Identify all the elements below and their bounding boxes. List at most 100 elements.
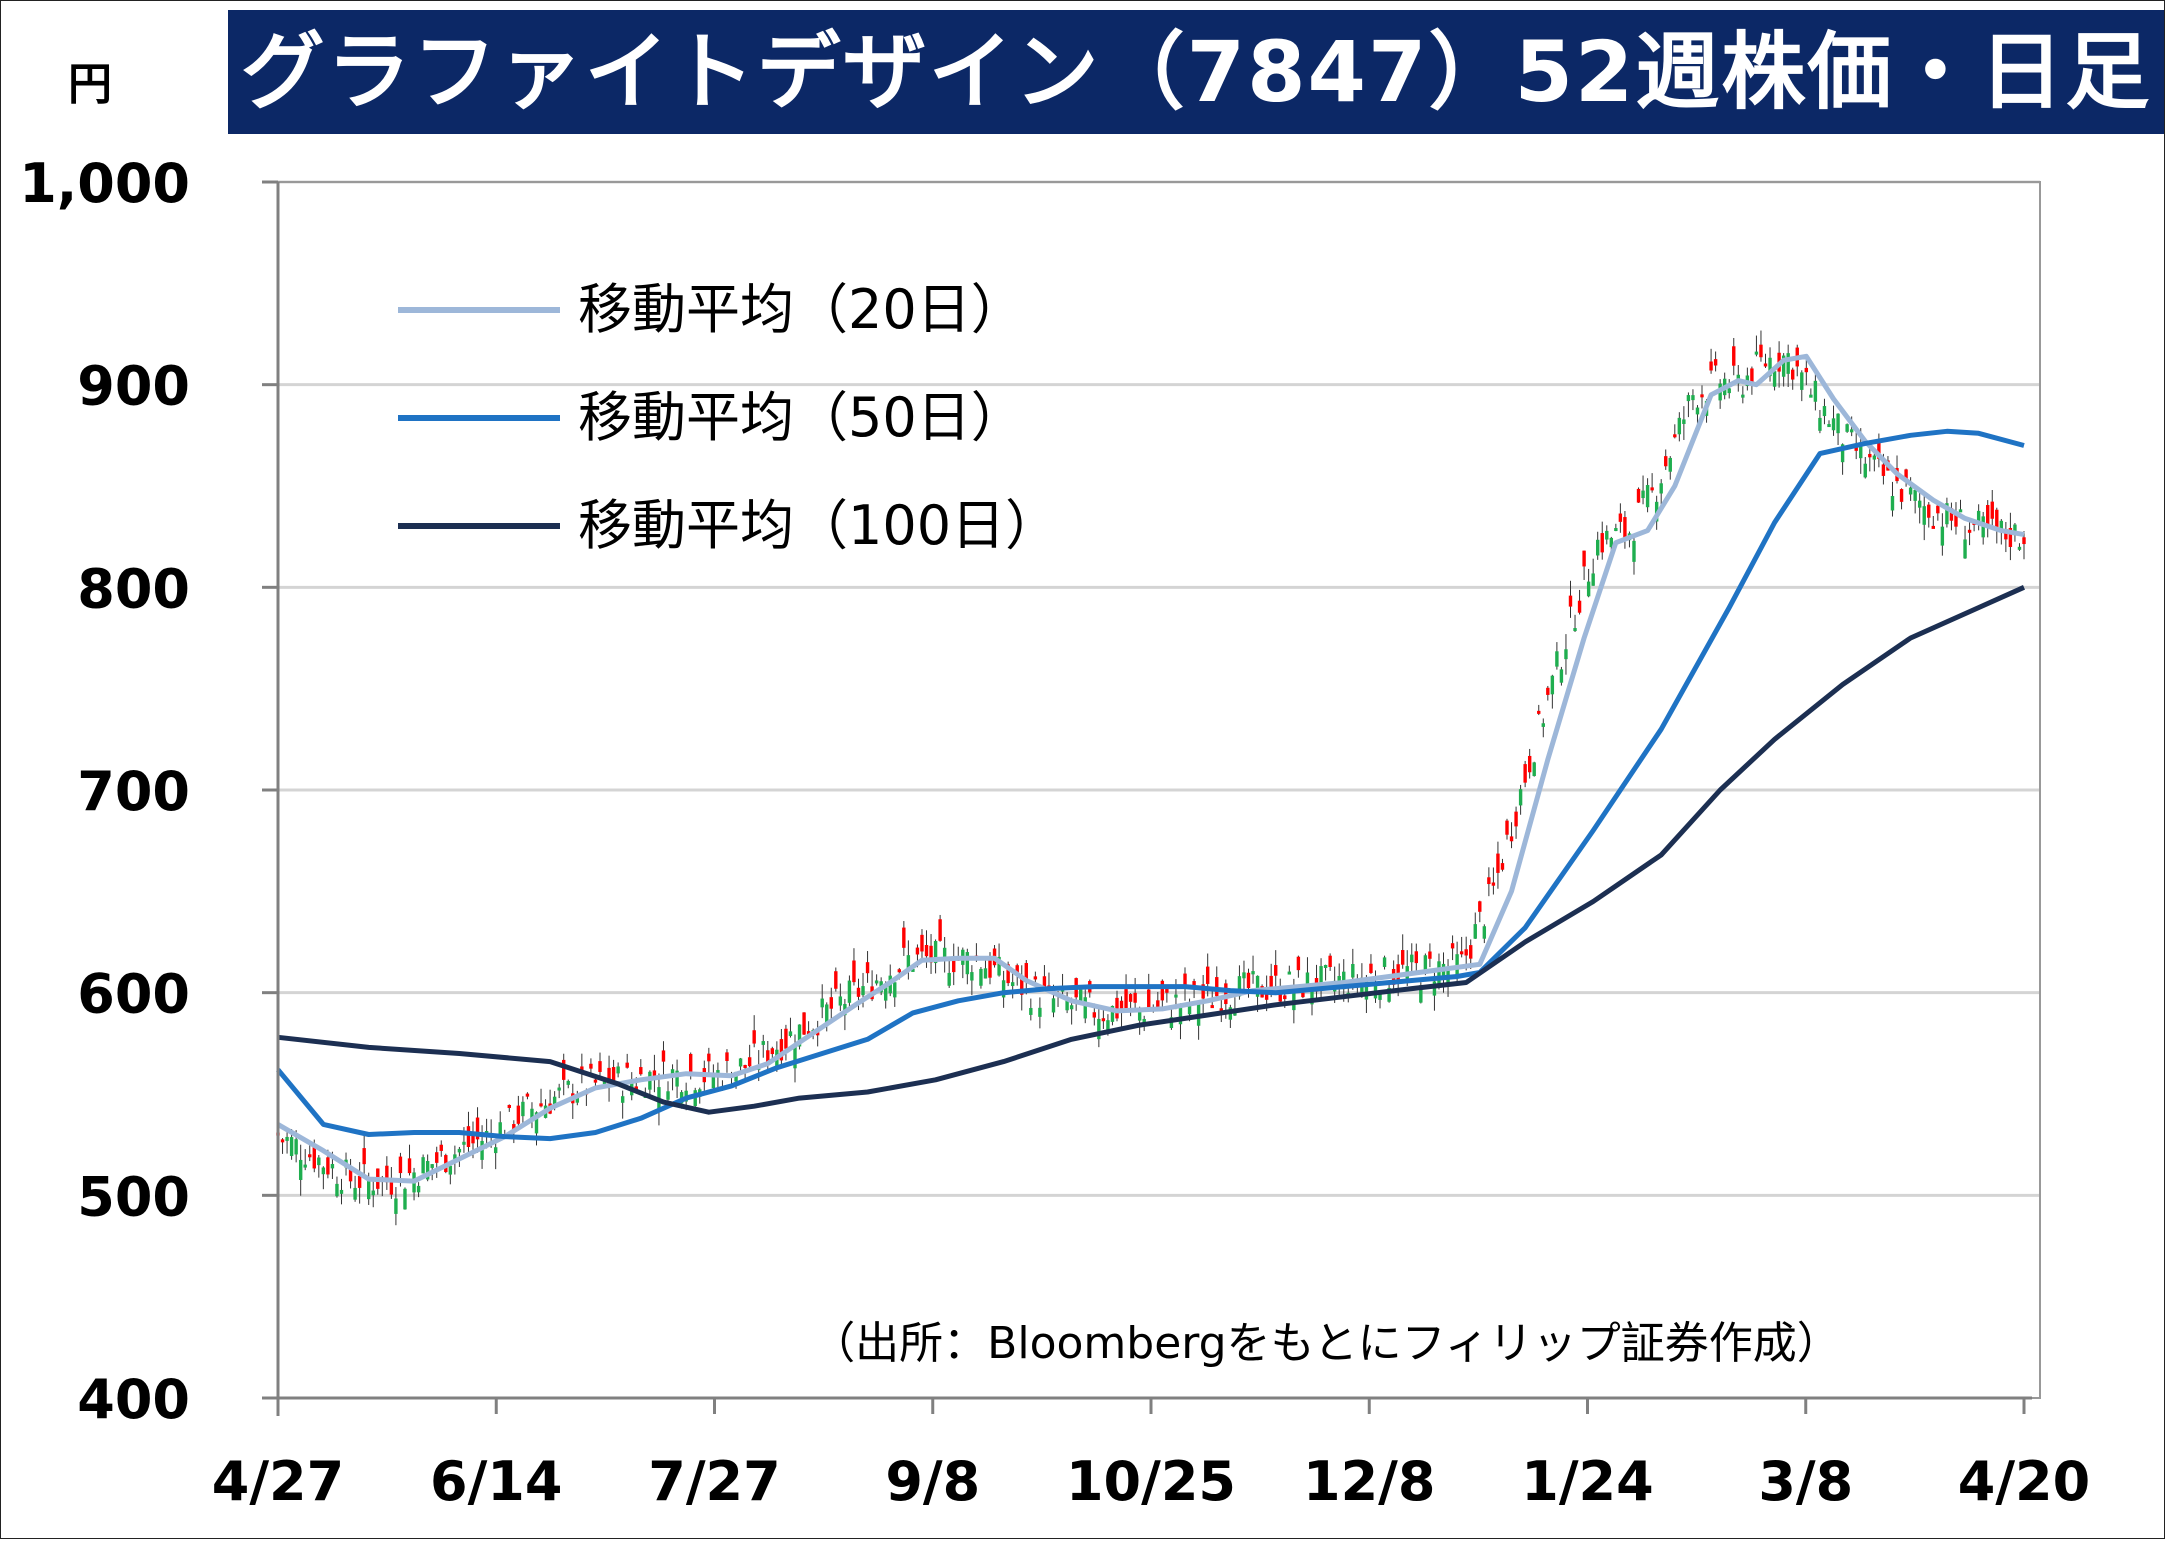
candle: [1931, 515, 1935, 529]
candle-body: [1809, 394, 1813, 398]
x-tick-label: 7/27: [648, 1450, 780, 1513]
candle-body: [793, 1046, 797, 1069]
candle-body: [1786, 353, 1790, 374]
candle: [1591, 558, 1595, 586]
candle-body: [770, 1048, 775, 1055]
y-tick-label: 1,000: [19, 152, 190, 215]
candle-body: [1097, 1018, 1101, 1040]
candle-body: [1079, 989, 1083, 1004]
candle-body: [521, 1101, 525, 1117]
candle: [1496, 841, 1500, 889]
candle-body: [1623, 517, 1627, 538]
candle-body: [743, 1064, 747, 1068]
candle-body: [1128, 994, 1133, 1002]
candle: [766, 1040, 770, 1074]
candle: [1573, 614, 1577, 632]
candle: [1074, 977, 1078, 1011]
candle-body: [1995, 509, 1999, 530]
candle: [1414, 943, 1419, 972]
candle: [1500, 858, 1505, 872]
candle-body: [1092, 1012, 1097, 1018]
candle-body: [2022, 537, 2026, 545]
candle: [1228, 1004, 1233, 1028]
candle-body: [1881, 464, 1886, 476]
candle-body: [1813, 380, 1818, 402]
candle: [1201, 975, 1205, 1014]
chart-title: グラファイトデザイン（7847）52週株価・日足: [240, 23, 2152, 121]
candle-body: [1840, 444, 1845, 463]
x-tick-label: 1/24: [1521, 1450, 1653, 1513]
candle-body: [1423, 955, 1428, 972]
candle-body: [289, 1137, 294, 1156]
candle-body: [838, 996, 843, 1006]
candle: [652, 1054, 657, 1093]
candle-body: [562, 1059, 566, 1080]
candle-body: [661, 1050, 666, 1062]
candle-body: [394, 1198, 398, 1214]
candle: [407, 1144, 412, 1176]
candle-body: [317, 1157, 321, 1166]
candle: [1899, 488, 1904, 510]
candle-body: [1496, 853, 1500, 873]
y-tick-label: 800: [77, 557, 190, 620]
candle-body: [1024, 963, 1028, 983]
candle-body: [552, 1096, 557, 1107]
candle: [566, 1079, 570, 1089]
candle-body: [1931, 525, 1935, 529]
candle: [947, 959, 951, 988]
candle-body: [620, 1096, 625, 1103]
candle-body: [1750, 368, 1754, 386]
candle-body: [947, 972, 951, 986]
legend-label-ma20: 移動平均（20日）: [578, 278, 1025, 341]
candle-body: [1101, 1018, 1106, 1022]
candle: [1995, 507, 1999, 544]
candle-body: [1428, 951, 1432, 959]
candle-body: [566, 1080, 570, 1085]
candle: [1400, 934, 1405, 969]
candle: [571, 1083, 575, 1119]
candle: [616, 1062, 620, 1078]
candle: [1695, 405, 1700, 426]
candle-body: [797, 1024, 802, 1047]
candle-body: [1609, 537, 1614, 548]
candle: [1115, 990, 1119, 1022]
candle: [747, 1044, 752, 1068]
candle: [1827, 420, 1831, 428]
candle-body: [1541, 723, 1545, 727]
candle-body: [1083, 997, 1087, 1019]
candle: [1482, 924, 1487, 944]
candle: [1673, 424, 1677, 439]
candle: [979, 967, 983, 989]
candle: [1990, 490, 1994, 527]
candle-body: [1505, 820, 1509, 835]
candle: [1382, 955, 1387, 970]
candle-body: [348, 1166, 353, 1182]
candle-body: [1487, 877, 1491, 885]
candle-body: [512, 1124, 516, 1132]
candle: [394, 1187, 398, 1226]
candle-body: [453, 1154, 457, 1160]
candle-body: [865, 962, 870, 974]
candle-body: [1414, 951, 1419, 964]
candle-body: [1482, 926, 1487, 939]
candle: [834, 967, 838, 992]
candle-body: [820, 998, 824, 1008]
candle-body: [321, 1167, 326, 1175]
candle-body: [1800, 372, 1804, 390]
x-tick-label: 12/8: [1303, 1450, 1435, 1513]
candle-body: [716, 1070, 720, 1074]
candle: [933, 939, 938, 974]
candle-body: [371, 1190, 375, 1196]
candle: [521, 1096, 525, 1123]
candle: [1954, 502, 1958, 535]
candle-body: [1478, 901, 1482, 912]
candle-body: [1369, 963, 1373, 973]
candle: [1700, 385, 1704, 409]
candle: [507, 1104, 511, 1112]
candle-body: [1986, 505, 1990, 525]
candle-body: [1673, 434, 1677, 438]
candle: [952, 943, 956, 986]
candle: [1641, 475, 1645, 505]
source-note: （出所：Bloombergをもとにフィリップ証券作成）: [811, 1318, 1841, 1369]
candle-body: [1042, 976, 1047, 987]
